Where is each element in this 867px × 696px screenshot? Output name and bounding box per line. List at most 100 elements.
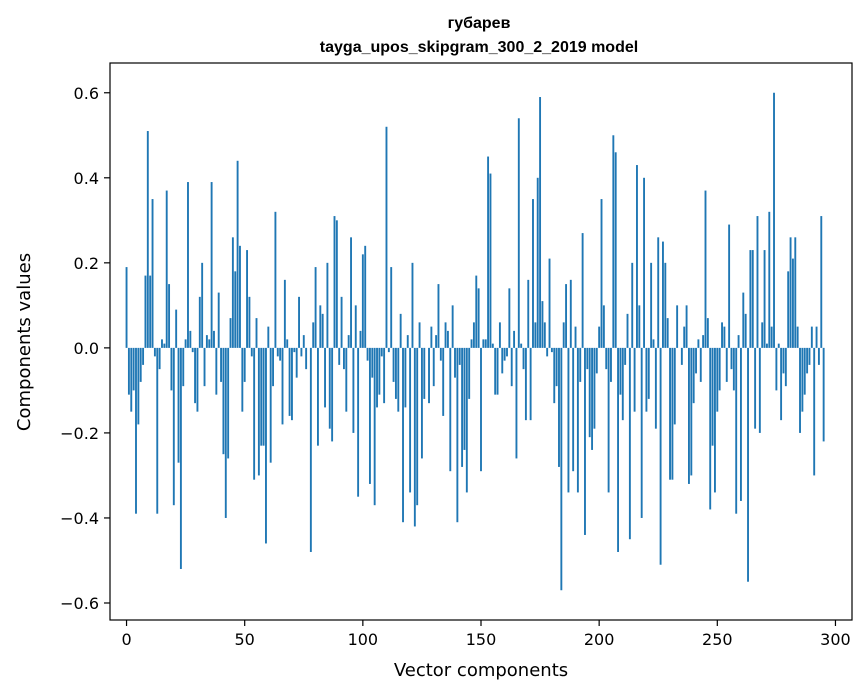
bar [593,347,596,429]
bar [775,347,778,391]
bar [357,347,360,497]
bar [780,347,783,421]
bar [489,173,492,348]
bar [298,296,300,348]
bar [685,305,688,348]
bar [574,326,577,348]
bar [262,347,265,446]
bar [409,347,412,493]
bar [770,326,773,348]
bar [286,339,289,348]
bar [813,347,816,476]
bar [224,347,227,518]
bar [628,347,631,540]
bar [177,347,180,463]
bar [730,347,733,370]
bar [803,347,806,395]
bar [600,199,603,348]
bar [491,343,494,348]
bar [239,245,241,348]
bar [184,339,187,348]
bar [695,347,697,374]
bar [711,347,714,446]
bar [130,347,133,412]
bar [562,322,565,348]
bar [529,347,532,421]
bar [380,347,383,357]
bar [208,339,211,348]
x-tick-label: 200 [584,630,615,649]
bar [591,347,594,450]
bar [319,305,322,348]
bar [430,326,433,348]
bar [598,326,601,348]
bar [645,347,648,412]
bar [324,347,326,408]
bar [666,318,669,348]
bar [756,216,759,348]
bar [288,347,291,416]
bar [125,267,128,348]
bar [465,347,468,493]
bar [801,347,804,412]
bar [581,233,584,348]
bar [463,347,466,450]
bar [468,347,471,399]
bar [153,347,156,357]
bar [269,347,272,463]
bar [761,322,764,348]
x-axis-label: Vector components [394,660,568,681]
bar [586,347,589,370]
bar [144,275,147,348]
bar [650,262,653,348]
bar [442,347,445,416]
bar [227,347,230,459]
bar [522,347,525,370]
bar [725,347,728,382]
bar [728,224,731,348]
bar [595,347,598,374]
bar [503,347,506,361]
bar [354,305,357,348]
bar [569,279,572,348]
bar [773,92,775,348]
bar [352,347,355,433]
bar [281,347,284,425]
bar [163,343,166,348]
bar [576,347,579,493]
bar [765,343,768,348]
bar [378,347,381,395]
bar [732,347,735,391]
bar [135,347,137,514]
bar [777,343,780,348]
bar [328,347,331,429]
chart-subtitle: tayga_upos_skipgram_300_2_2019 model [320,39,638,56]
bar [567,347,570,493]
bar [293,347,296,353]
bar [317,347,319,446]
bar [657,237,660,348]
bar [149,275,152,348]
bar [418,322,421,348]
bar [267,326,270,348]
bar [709,347,712,510]
bar [553,347,556,404]
bar [496,347,499,395]
bar [255,318,258,348]
bar [669,347,671,480]
bar [498,322,501,348]
bar [314,267,317,348]
bar [392,347,395,382]
bar [309,347,312,552]
bar [520,343,523,348]
bar [406,335,409,348]
bar [602,305,605,348]
bar [402,347,404,523]
bar [482,339,485,348]
bar [714,347,716,493]
bar [205,335,208,348]
bar [291,347,293,421]
plot-frame [109,62,853,621]
bar [451,305,454,348]
bar [283,279,286,348]
